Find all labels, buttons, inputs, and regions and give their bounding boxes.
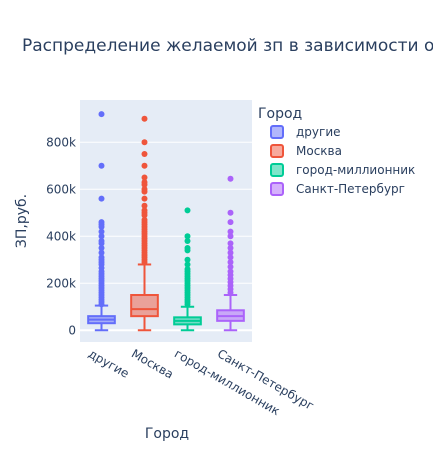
outlier-point[interactable] xyxy=(141,212,148,219)
legend-item[interactable]: город-миллионник xyxy=(270,163,415,177)
outlier-point[interactable] xyxy=(227,259,234,266)
y-tick-label: 600k xyxy=(46,182,76,196)
outlier-point[interactable] xyxy=(98,223,105,230)
outlier-point[interactable] xyxy=(98,228,105,235)
box-series[interactable] xyxy=(130,115,159,332)
outlier-point[interactable] xyxy=(227,263,234,270)
outlier-point[interactable] xyxy=(227,245,234,252)
x-tick-label: другие xyxy=(86,346,132,380)
legend-label: Москва xyxy=(296,144,342,158)
plot-background xyxy=(80,100,252,342)
outlier-point[interactable] xyxy=(141,202,148,209)
legend-swatch xyxy=(270,125,284,139)
legend[interactable]: другие Москва город-миллионник Санкт-Петерб… xyxy=(270,125,415,196)
outlier-point[interactable] xyxy=(184,261,191,268)
outlier-point[interactable] xyxy=(98,249,105,256)
outlier-point[interactable] xyxy=(98,111,105,118)
outlier-point[interactable] xyxy=(227,209,234,216)
outlier-point[interactable] xyxy=(184,301,191,308)
outlier-point[interactable] xyxy=(184,237,191,244)
outlier-point[interactable] xyxy=(141,115,148,122)
outlier-point[interactable] xyxy=(141,259,148,266)
outlier-point[interactable] xyxy=(98,301,105,308)
outlier-point[interactable] xyxy=(227,249,234,256)
chart-title: Распределение желаемой зп в зависимости … xyxy=(22,36,433,56)
legend-title: Город xyxy=(258,106,302,122)
outlier-point[interactable] xyxy=(98,240,105,247)
outlier-point[interactable] xyxy=(98,233,105,240)
legend-item[interactable]: другие xyxy=(270,125,341,139)
outlier-point[interactable] xyxy=(141,162,148,169)
legend-label: город-миллионник xyxy=(296,163,415,177)
legend-swatch xyxy=(270,144,284,158)
outlier-point[interactable] xyxy=(227,219,234,226)
legend-item[interactable]: Санкт-Петербург xyxy=(270,182,405,196)
y-tick-label: 200k xyxy=(46,276,76,290)
outlier-point[interactable] xyxy=(141,188,148,195)
box-series[interactable] xyxy=(173,207,202,332)
legend-item[interactable]: Москва xyxy=(270,144,342,158)
box-body[interactable] xyxy=(130,294,159,318)
outlier-point[interactable] xyxy=(141,195,148,202)
box-series[interactable] xyxy=(87,111,116,332)
y-axis-title: ЗП,руб. xyxy=(14,194,30,248)
outlier-point[interactable] xyxy=(141,139,148,146)
outlier-point[interactable] xyxy=(98,162,105,169)
legend-swatch xyxy=(270,182,284,196)
legend-label: другие xyxy=(296,125,341,139)
outlier-point[interactable] xyxy=(227,228,234,235)
outlier-point[interactable] xyxy=(184,247,191,254)
outlier-point[interactable] xyxy=(184,256,191,263)
outlier-point[interactable] xyxy=(141,181,148,188)
y-tick-label: 400k xyxy=(46,229,76,243)
x-axis-title: Город xyxy=(145,426,189,442)
outlier-point[interactable] xyxy=(184,207,191,214)
outlier-point[interactable] xyxy=(98,245,105,252)
outlier-point[interactable] xyxy=(141,174,148,181)
legend-label: Санкт-Петербург xyxy=(296,182,405,196)
outlier-point[interactable] xyxy=(227,175,234,182)
outlier-point[interactable] xyxy=(227,289,234,296)
outlier-point[interactable] xyxy=(227,240,234,247)
legend-swatch xyxy=(270,163,284,177)
outlier-point[interactable] xyxy=(227,254,234,261)
outlier-point[interactable] xyxy=(141,151,148,158)
box-series[interactable] xyxy=(216,175,245,332)
y-tick-label: 0 xyxy=(68,323,76,337)
outlier-point[interactable] xyxy=(227,233,234,240)
outlier-point[interactable] xyxy=(184,233,191,240)
y-tick-label: 800k xyxy=(46,135,76,149)
outlier-point[interactable] xyxy=(98,195,105,202)
x-tick-label: Москва xyxy=(129,346,176,381)
